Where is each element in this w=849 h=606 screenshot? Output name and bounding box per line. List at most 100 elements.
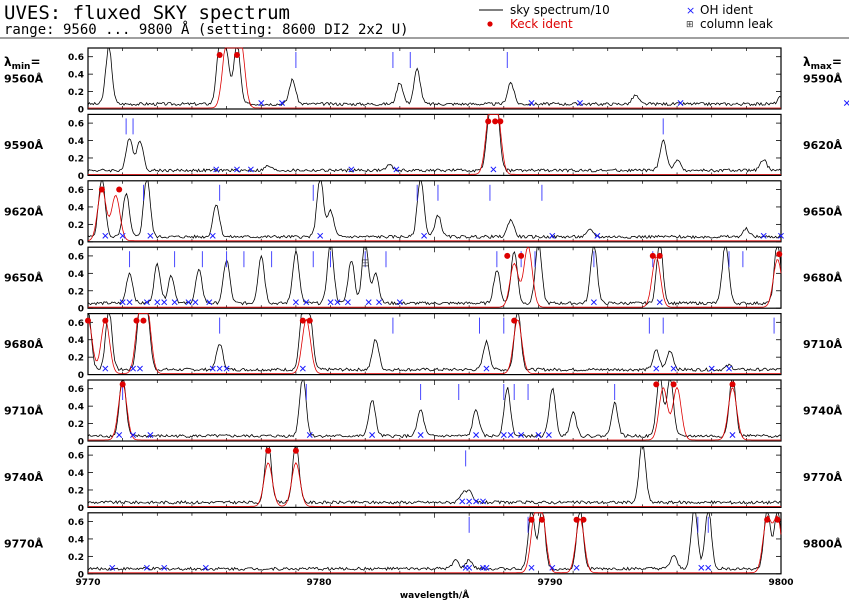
oh-ident-marker <box>258 100 265 106</box>
y-tick-label: 0 <box>78 106 84 116</box>
oh-ident-marker <box>102 365 109 372</box>
keck-ident-marker <box>776 251 783 258</box>
keck-ident-marker <box>140 317 147 324</box>
oh-ident-marker <box>473 498 480 505</box>
oh-ident-marker <box>726 365 732 372</box>
oh-ident-marker <box>528 564 535 571</box>
legend-leak-label: column leak <box>700 17 773 31</box>
oh-ident-marker <box>535 432 542 438</box>
keck-ident-marker <box>299 317 306 324</box>
oh-ident-marker <box>126 299 133 306</box>
y-tick-label: 0 <box>78 504 84 514</box>
y-tick-label: 0 <box>78 305 84 315</box>
sky-spectrum-line <box>87 445 782 505</box>
oh-ident-marker <box>549 232 556 239</box>
lambda-max-value: 9740Å <box>803 405 843 418</box>
oh-ident-marker <box>577 100 583 106</box>
y-tick-label: 0.4 <box>68 336 84 346</box>
panel-frame <box>87 379 782 442</box>
y-tick-label: 0.2 <box>68 486 84 496</box>
keck-ident-marker <box>580 516 587 523</box>
spectrum-panel: 0 0.2 0.4 0.6 9620Å 9650Å <box>4 180 843 248</box>
y-tick-label: 0 <box>78 438 84 448</box>
keck-model-line <box>87 188 781 242</box>
oh-ident-marker <box>192 299 199 306</box>
y-tick-label: 0.6 <box>68 385 84 395</box>
y-tick-label: 0.4 <box>68 403 84 413</box>
sky-spectrum-line <box>87 379 782 439</box>
y-tick-label: 0.6 <box>68 120 84 130</box>
y-tick-label: 0.6 <box>68 53 84 63</box>
oh-ident-marker <box>393 166 400 173</box>
x-tick-label: 9770 <box>75 578 100 588</box>
keck-model-line <box>88 246 782 308</box>
figure-title: UVES: fluxed SKY spectrum <box>4 2 290 24</box>
oh-ident-marker <box>708 365 715 372</box>
lambda-min-value: 9560Å <box>4 73 44 86</box>
legend-oh-swatch: × <box>686 4 695 17</box>
keck-model-line <box>88 47 781 109</box>
lambda-min-eq: = <box>30 55 40 69</box>
oh-ident-marker <box>317 232 324 239</box>
oh-ident-marker <box>656 299 663 306</box>
oh-ident-marker <box>507 432 514 438</box>
keck-ident-marker <box>306 317 313 324</box>
oh-ident-marker <box>594 232 601 239</box>
keck-ident-marker <box>497 118 504 125</box>
figure-subtitle: range: 9560 ... 9800 Å (setting: 8600 DI… <box>4 21 409 38</box>
keck-ident-marker <box>764 516 771 523</box>
lambda-min-value: 9590Å <box>4 139 44 152</box>
oh-ident-marker <box>109 564 116 571</box>
column-leak-cross <box>362 259 369 266</box>
keck-ident-marker <box>511 317 518 324</box>
keck-ident-marker <box>774 516 781 523</box>
y-tick-label: 0.6 <box>68 252 84 262</box>
oh-ident-marker <box>154 299 161 306</box>
keck-model-line <box>88 512 782 574</box>
lambda-min-value: 9680Å <box>4 338 44 351</box>
keck-ident-marker <box>528 516 535 523</box>
keck-ident-marker <box>485 118 492 125</box>
oh-ident-marker <box>466 564 473 571</box>
lambda-min-label: λmin= <box>4 55 41 72</box>
y-tick-label: 0.4 <box>68 469 84 479</box>
oh-ident-marker <box>161 299 168 306</box>
panel-frame <box>87 313 782 376</box>
oh-ident-marker <box>247 166 254 173</box>
oh-ident-marker <box>528 100 535 106</box>
keck-ident-marker <box>233 51 240 58</box>
oh-ident-marker <box>653 365 660 372</box>
y-tick-label: 0.6 <box>68 518 84 528</box>
y-tick-label: 0.4 <box>68 71 84 81</box>
oh-ident-marker <box>213 166 220 173</box>
oh-ident-marker <box>843 100 849 106</box>
spectrum-panels: 0 0.2 0.4 0.6 9560Å 9590Å 0 0.2 0.4 0.6 9590Å 9620Å… <box>4 47 849 601</box>
keck-model-line <box>87 313 781 374</box>
keck-ident-marker <box>649 252 656 259</box>
y-tick-label: 0.4 <box>68 270 84 280</box>
oh-ident-marker <box>480 498 486 505</box>
y-tick-label: 0.6 <box>68 319 84 329</box>
lambda-max-value: 9650Å <box>803 205 843 218</box>
oh-ident-marker <box>303 299 310 306</box>
oh-ident-marker <box>119 299 126 306</box>
oh-ident-marker <box>473 432 480 438</box>
x-tick-label: 9780 <box>306 578 331 588</box>
lambda-min-value: 9710Å <box>4 405 44 418</box>
oh-ident-marker <box>209 365 216 372</box>
keck-ident-marker <box>573 516 580 523</box>
oh-ident-marker <box>327 299 334 306</box>
y-tick-label: 0 <box>78 371 84 381</box>
keck-ident-marker <box>504 252 511 259</box>
lambda-min-value: 9770Å <box>4 537 44 550</box>
legend-sky-label: sky spectrum/10 <box>510 3 610 17</box>
keck-ident-marker <box>292 447 299 454</box>
oh-ident-marker <box>216 365 223 372</box>
oh-ident-marker <box>459 498 466 505</box>
oh-ident-marker <box>279 100 285 106</box>
keck-ident-marker <box>133 317 140 324</box>
y-tick-label: 0.6 <box>68 452 84 462</box>
lambda-max-symbol: λ <box>803 55 811 69</box>
lambda-max-value: 9590Å <box>803 73 843 86</box>
